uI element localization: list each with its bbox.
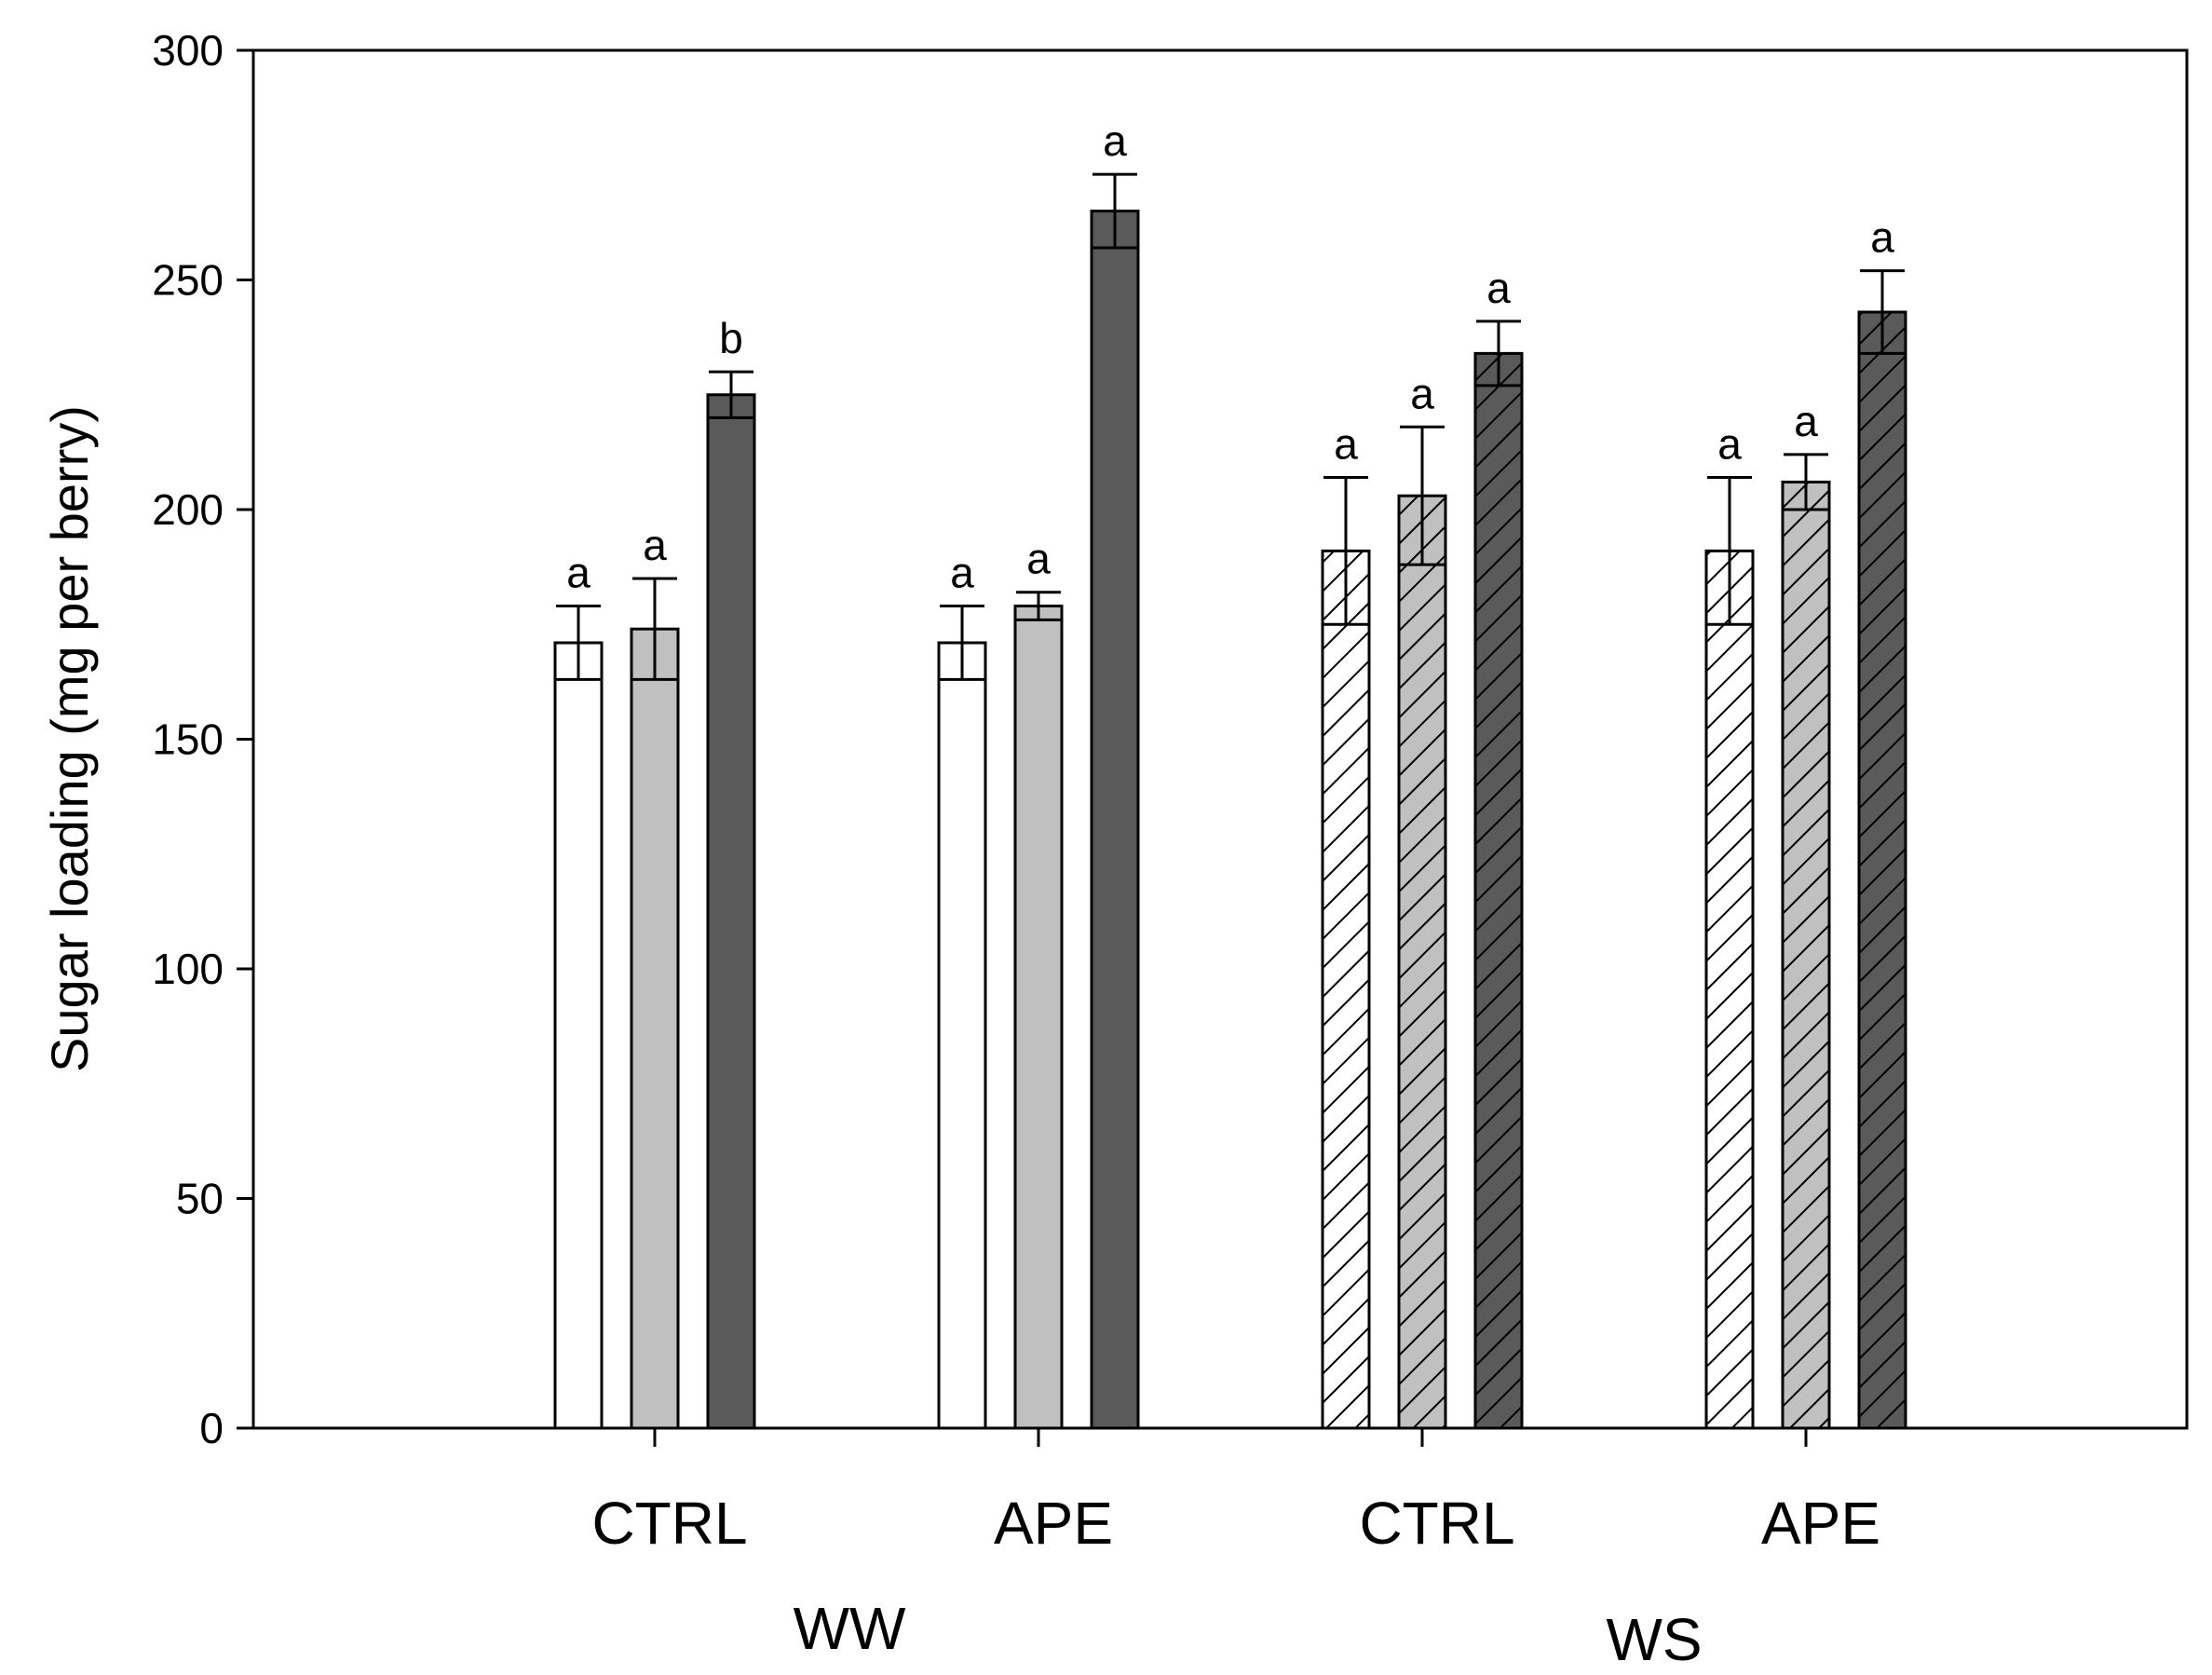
error-bars xyxy=(556,172,1905,681)
bar-series-2-2 xyxy=(1013,605,1064,1430)
y-axis-title: Sugar loading (mg per berry) xyxy=(40,405,99,1072)
significance-label: a xyxy=(1410,369,1434,417)
y-tick-label: 0 xyxy=(199,1404,224,1452)
x-axis: CTRL APE CTRL APE WW WS xyxy=(591,1428,1880,1673)
significance-label: a xyxy=(1717,419,1742,468)
significance-label: a xyxy=(1486,264,1511,312)
significance-label: a xyxy=(1026,535,1051,583)
y-tick-label: 200 xyxy=(152,485,224,534)
bar-series-2-1 xyxy=(630,627,680,1430)
y-tick-label: 100 xyxy=(152,945,224,993)
x-condition-label: WW xyxy=(794,1595,906,1662)
x-category-label: CTRL xyxy=(591,1490,747,1557)
bar-series-3-2 xyxy=(1090,210,1140,1430)
bar-series-1-2 xyxy=(937,641,987,1430)
significance-label: a xyxy=(1870,213,1894,262)
significance-label: a xyxy=(1794,397,1818,445)
y-tick-label: 300 xyxy=(152,26,224,75)
bar-series-2-3 xyxy=(1397,494,1447,1430)
bar-series-2-4 xyxy=(1781,480,1831,1430)
bar-series-3-4 xyxy=(1857,310,1907,1430)
x-category-label: APE xyxy=(1761,1490,1880,1557)
bar-series-1-3 xyxy=(1321,549,1371,1430)
y-tick-label: 150 xyxy=(152,715,224,764)
bar-series-3-1 xyxy=(706,393,756,1430)
y-axis: 0 50 100 150 200 250 300 xyxy=(152,26,253,1452)
bar-series-3-3 xyxy=(1473,351,1524,1430)
significance-label: a xyxy=(950,549,974,597)
significance-labels: a a b a a a a a a a a a xyxy=(566,116,1894,596)
significance-label: a xyxy=(1334,419,1358,468)
bar-series-1-4 xyxy=(1704,549,1755,1430)
significance-label: b xyxy=(719,314,743,362)
bars xyxy=(553,210,1907,1430)
bar-series-1-1 xyxy=(553,641,604,1430)
x-condition-label: WS xyxy=(1606,1606,1702,1673)
y-tick-label: 250 xyxy=(152,256,224,305)
significance-label: a xyxy=(1103,116,1127,165)
y-tick-label: 50 xyxy=(176,1175,224,1223)
significance-label: a xyxy=(566,549,590,597)
x-category-label: APE xyxy=(994,1490,1113,1557)
x-category-label: CTRL xyxy=(1359,1490,1514,1557)
significance-label: a xyxy=(643,521,667,569)
